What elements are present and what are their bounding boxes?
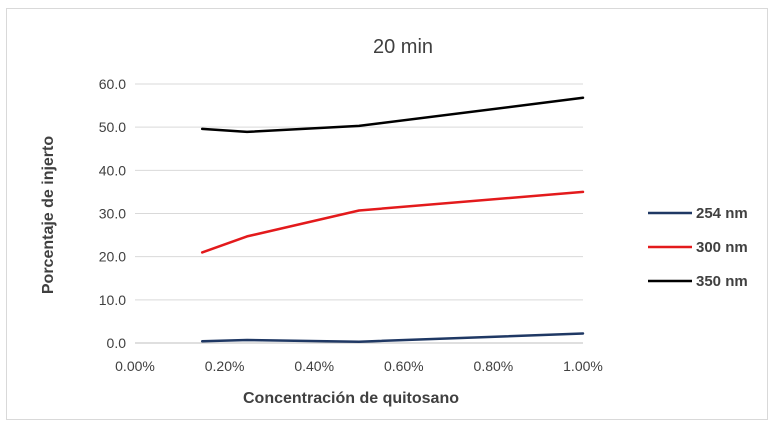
x-tick-label: 0.00% bbox=[115, 358, 155, 374]
y-tick-label: 30.0 bbox=[99, 206, 126, 222]
series-lines bbox=[200, 96, 585, 343]
gridlines bbox=[135, 83, 583, 344]
y-tick-label: 10.0 bbox=[99, 292, 126, 308]
x-axis-ticks: 0.00% 0.20% 0.40% 0.60% 0.80% 1.00% bbox=[115, 358, 603, 374]
series-line bbox=[200, 96, 585, 134]
y-axis-label: Porcentaje de injerto bbox=[40, 136, 57, 294]
y-tick-label: 40.0 bbox=[99, 162, 126, 178]
legend-entry: 350 nm bbox=[696, 273, 748, 290]
legend-entry: 254 nm bbox=[696, 205, 748, 222]
legend: 254 nm 300 nm 350 nm bbox=[648, 205, 748, 290]
series-line bbox=[200, 332, 585, 343]
x-axis-label: Concentración de quitosano bbox=[243, 390, 459, 407]
x-tick-label: 0.60% bbox=[384, 358, 424, 374]
y-tick-label: 0.0 bbox=[107, 335, 127, 351]
x-tick-label: 0.40% bbox=[294, 358, 334, 374]
x-tick-label: 1.00% bbox=[563, 358, 603, 374]
y-axis-ticks: 0.0 10.0 20.0 30.0 40.0 50.0 60.0 bbox=[99, 76, 126, 351]
y-tick-label: 20.0 bbox=[99, 249, 126, 265]
chart-title: 20 min bbox=[373, 36, 433, 58]
x-tick-label: 0.20% bbox=[205, 358, 245, 374]
series-line bbox=[200, 190, 585, 254]
y-tick-label: 50.0 bbox=[99, 119, 126, 135]
x-tick-label: 0.80% bbox=[474, 358, 514, 374]
legend-entry: 300 nm bbox=[696, 239, 748, 256]
y-tick-label: 60.0 bbox=[99, 76, 126, 92]
